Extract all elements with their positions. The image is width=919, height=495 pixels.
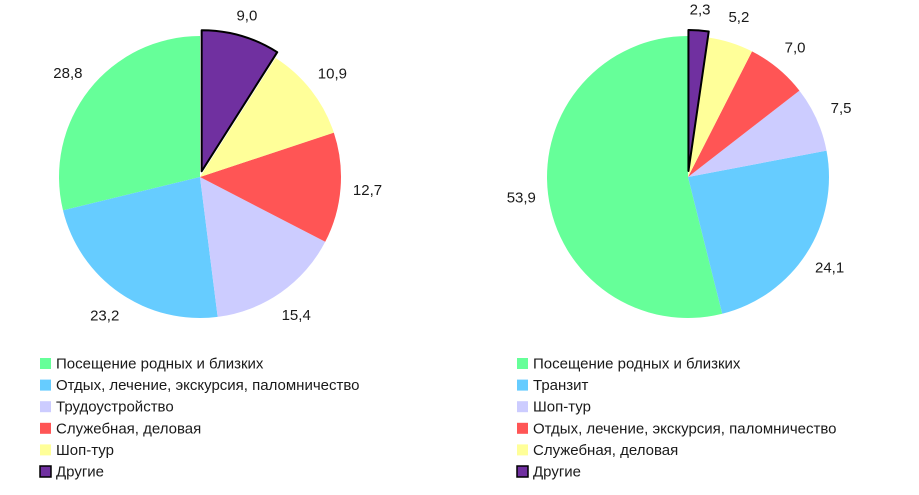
pie-slice xyxy=(63,177,218,319)
legend-label: Шоп-тур xyxy=(56,442,114,459)
legend-swatch xyxy=(39,465,52,478)
slice-value-label: 12,7 xyxy=(353,182,382,199)
slice-value-label: 7,5 xyxy=(831,100,852,117)
pie-slice xyxy=(688,90,827,177)
pie-slice xyxy=(688,37,753,177)
legend-swatch xyxy=(517,401,528,413)
legend-label: Транзит xyxy=(533,377,589,394)
legend-label: Трудоустройство xyxy=(56,399,174,416)
pie-slice xyxy=(688,150,829,314)
slice-value-label: 9,0 xyxy=(236,8,257,25)
legend-label: Отдых, лечение, экскурсия, паломничество xyxy=(56,377,360,394)
pie-slice xyxy=(200,57,334,178)
legend-swatch xyxy=(517,379,528,391)
legend-swatch xyxy=(516,465,529,478)
pie-chart-2: 53,9 Посещение родных и близких 24,1 Транзи… xyxy=(507,1,852,480)
legend-swatch xyxy=(40,379,51,391)
legend-label: Шоп-тур xyxy=(533,399,591,416)
pie-slice xyxy=(200,29,279,173)
legend-swatch xyxy=(517,358,528,369)
legend-label: Служебная, деловая xyxy=(56,420,201,437)
pie-slice xyxy=(688,51,800,178)
legend-label: Другие xyxy=(533,464,581,481)
pie-slice xyxy=(200,132,341,242)
slice-value-label: 5,2 xyxy=(728,9,749,26)
slice-value-label: 23,2 xyxy=(90,307,119,324)
pie-slice xyxy=(58,36,200,211)
slice-value-label: 7,0 xyxy=(785,40,806,57)
slice-value-label: 10,9 xyxy=(318,66,347,83)
legend-label: Отдых, лечение, экскурсия, паломничество xyxy=(533,420,837,437)
legend-label: Посещение родных и близких xyxy=(56,356,264,373)
slice-value-label: 53,9 xyxy=(507,190,536,207)
legend-swatch xyxy=(40,444,51,456)
legend-label: Другие xyxy=(56,464,104,481)
slice-value-label: 15,4 xyxy=(282,307,311,324)
pie-slice xyxy=(200,177,326,317)
legend-swatch xyxy=(517,422,528,434)
pie-chart-1: 28,8 Посещение родных и близких 23,2 Отдых,… xyxy=(39,8,382,481)
legend-swatch xyxy=(40,401,51,413)
legend-swatch xyxy=(40,358,51,369)
pie-slice xyxy=(547,36,723,319)
legend-swatch xyxy=(40,422,51,434)
slice-value-label: 24,1 xyxy=(815,260,844,277)
slice-value-label: 28,8 xyxy=(53,65,82,82)
legend-label: Посещение родных и близких xyxy=(533,356,741,373)
legend-label: Служебная, деловая xyxy=(533,442,678,459)
slice-value-label: 2,3 xyxy=(690,1,711,18)
pie-slice xyxy=(687,29,710,173)
legend-swatch xyxy=(517,444,528,456)
